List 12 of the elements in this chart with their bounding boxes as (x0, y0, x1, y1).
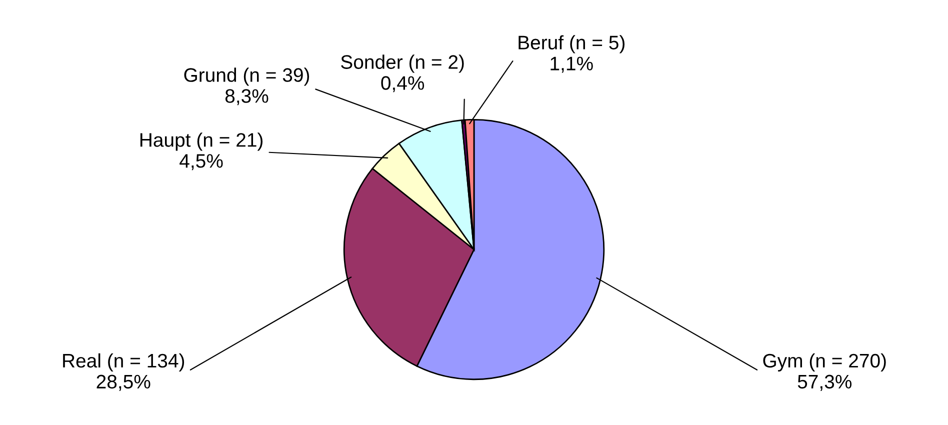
data-label: 57,3% (798, 374, 852, 391)
data-label: 4,5% (180, 154, 223, 170)
slice-label: Sonder (n = 2) (341, 54, 464, 73)
data-label: 0,4% (381, 76, 424, 92)
data-label: 8,3% (225, 89, 268, 106)
slice-label: Haupt (n = 21) (140, 132, 263, 151)
slice-label: Beruf (n = 5) (518, 35, 624, 54)
slice-label: Gym (n = 270) (763, 353, 886, 372)
data-label: 1,1% (550, 56, 593, 73)
slice-label: Real (n = 134) (63, 353, 184, 372)
slice-label: Grund (n = 39) (184, 68, 310, 86)
data-label: 28,5% (96, 374, 150, 391)
